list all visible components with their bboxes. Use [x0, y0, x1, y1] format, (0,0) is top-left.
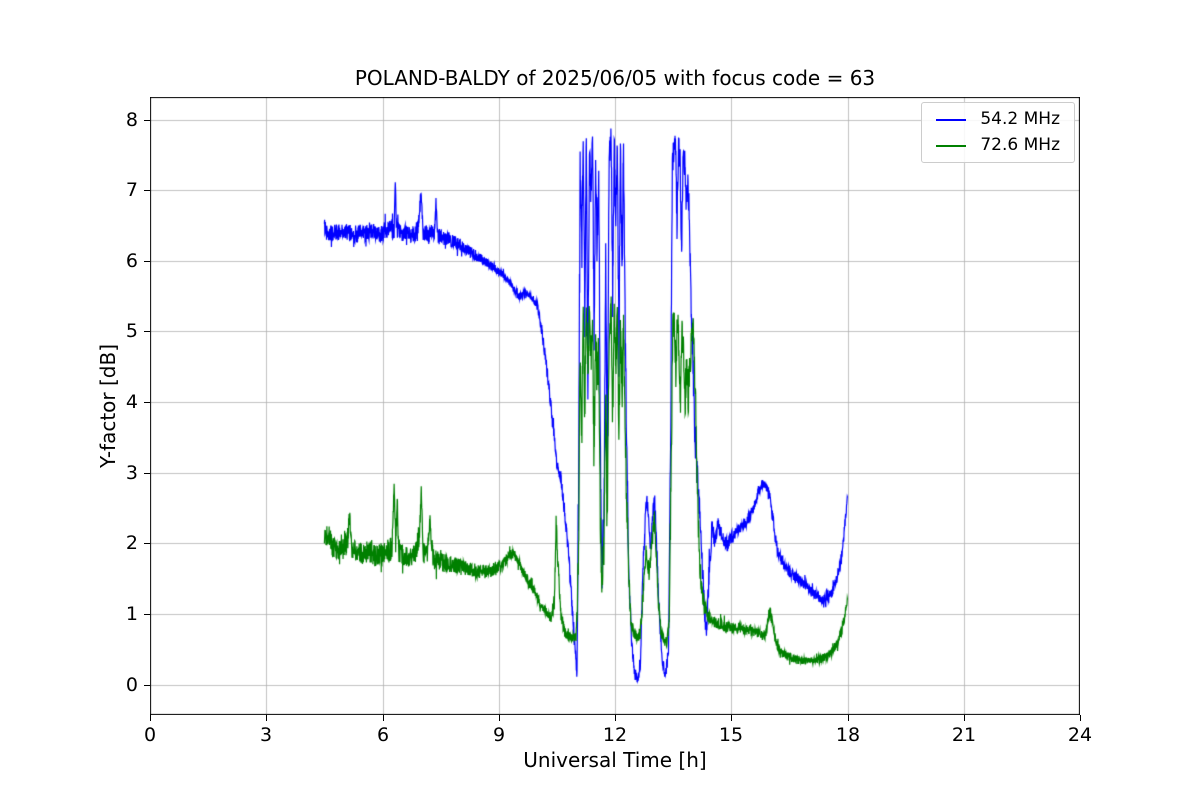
x-tick-mark — [964, 715, 965, 721]
plot-area: 54.2 MHz 72.6 MHz — [150, 97, 1080, 715]
y-tick-label: 6 — [125, 250, 138, 272]
legend-label: 54.2 MHz — [980, 109, 1060, 129]
x-tick-label: 6 — [376, 724, 390, 746]
y-tick-mark — [144, 543, 150, 544]
x-tick-label: 18 — [835, 724, 861, 746]
y-tick-label: 4 — [125, 391, 138, 413]
x-tick-mark — [731, 715, 732, 721]
x-tick-mark — [499, 715, 500, 721]
x-tick-label: 15 — [718, 724, 744, 746]
x-tick-mark — [266, 715, 267, 721]
y-tick-label: 1 — [125, 603, 138, 625]
legend-label: 72.6 MHz — [980, 135, 1060, 155]
y-tick-label: 8 — [125, 109, 138, 131]
x-tick-label: 3 — [259, 724, 273, 746]
x-tick-mark — [615, 715, 616, 721]
x-tick-mark — [383, 715, 384, 721]
x-tick-label: 12 — [602, 724, 628, 746]
x-tick-mark — [150, 715, 151, 721]
y-tick-mark — [144, 190, 150, 191]
legend-item: 72.6 MHz — [932, 135, 1064, 156]
y-tick-mark — [144, 120, 150, 121]
x-tick-label: 21 — [951, 724, 977, 746]
y-tick-label: 3 — [125, 462, 138, 484]
y-tick-label: 7 — [125, 179, 138, 201]
legend-line-sample-green — [936, 144, 967, 147]
legend: 54.2 MHz 72.6 MHz — [921, 102, 1075, 163]
x-tick-label: 24 — [1067, 724, 1093, 746]
y-tick-mark — [144, 261, 150, 262]
y-tick-mark — [144, 473, 150, 474]
plot-canvas — [150, 97, 1080, 715]
y-tick-mark — [144, 614, 150, 615]
legend-item: 54.2 MHz — [932, 109, 1064, 130]
y-tick-label: 2 — [125, 532, 138, 554]
chart-title: POLAND-BALDY of 2025/06/05 with focus co… — [354, 66, 876, 90]
x-tick-label: 9 — [492, 724, 506, 746]
y-tick-mark — [144, 331, 150, 332]
legend-line-sample-blue — [936, 118, 967, 121]
y-tick-mark — [144, 685, 150, 686]
x-axis-label: Universal Time [h] — [523, 748, 707, 772]
x-tick-mark — [1080, 715, 1081, 721]
x-tick-label: 0 — [143, 724, 157, 746]
x-tick-mark — [848, 715, 849, 721]
y-tick-label: 5 — [125, 320, 138, 342]
y-tick-mark — [144, 402, 150, 403]
y-tick-label: 0 — [125, 674, 138, 696]
